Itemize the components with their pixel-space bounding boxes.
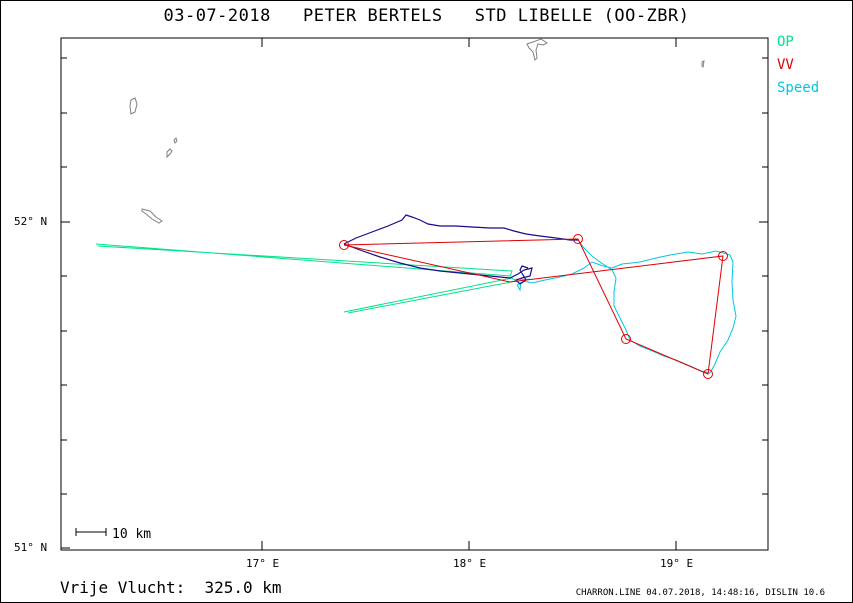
dark-track [343, 214, 578, 285]
vv-track [339, 234, 728, 379]
lat-label-52: 52° N [14, 215, 48, 228]
map-border [60, 37, 769, 551]
op-track [95, 243, 518, 314]
turnpoint-marker [703, 369, 713, 379]
legend-vv-label: VV [777, 57, 794, 73]
lon-label-18: 18° E [453, 557, 487, 570]
lon-label-19: 19° E [660, 557, 694, 570]
lon-ticks [261, 38, 677, 550]
distance-label: Vrije Vlucht: 325.0 km [60, 578, 282, 597]
legend-speed-label: Speed [777, 80, 820, 96]
turnpoint-marker [621, 334, 631, 344]
legend-speed: Speed [777, 80, 819, 96]
turnpoint-marker [573, 234, 583, 244]
lon-label-17: 17° E [246, 557, 280, 570]
legend-op: OP [777, 34, 794, 50]
page-title: 03-07-2018 PETER BERTELS STD LIBELLE (OO… [163, 6, 690, 26]
coast-outlines [129, 38, 705, 224]
lat-ticks [61, 57, 768, 549]
lat-label-51: 51° N [14, 541, 48, 554]
speed-track [516, 239, 737, 374]
scale-bar [75, 528, 107, 536]
scale-bar-label: 10 km [112, 527, 152, 542]
turnpoint-marker [339, 240, 349, 250]
legend-op-label: OP [777, 34, 794, 50]
legend-vv: VV [777, 57, 794, 73]
timestamp-stamp: CHARRON.LINE 04.07.2018, 14:48:16, DISLI… [575, 588, 825, 598]
turnpoint-marker [718, 251, 728, 261]
